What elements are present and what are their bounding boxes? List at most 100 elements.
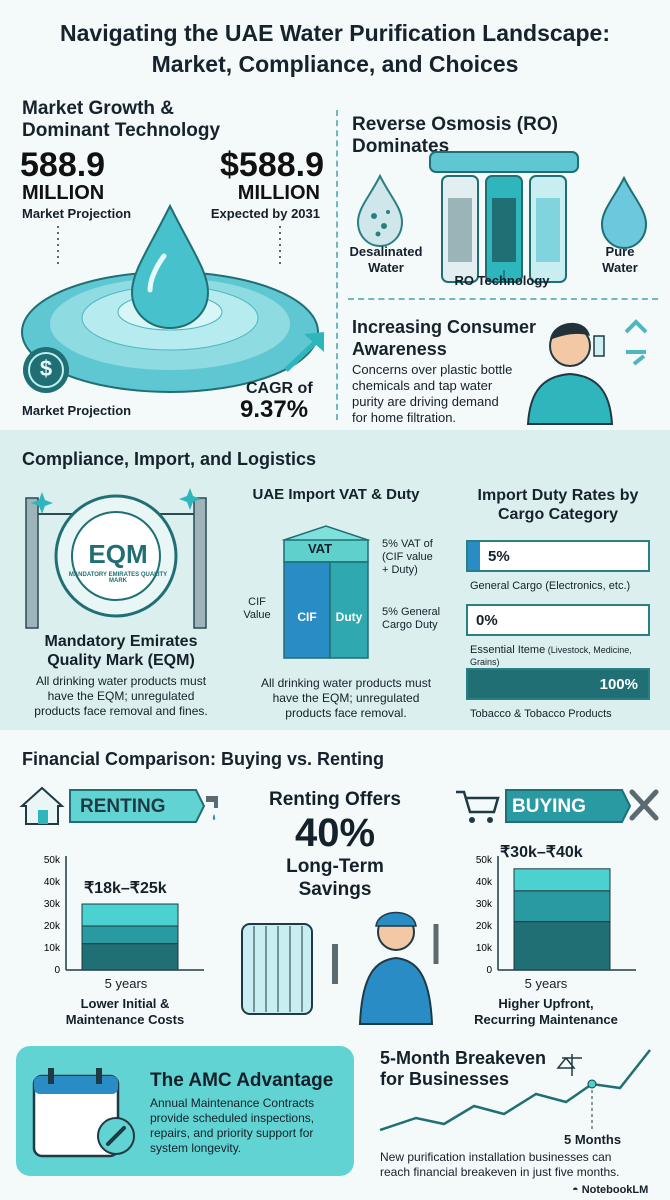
renting-chart-tick-30k: 30k xyxy=(44,899,61,910)
renting-range: ₹18k–₹25k xyxy=(84,880,167,897)
amc-line-1: Annual Maintenance Contracts xyxy=(150,1096,315,1110)
buying-cost-chart: 0 10k 20k 30k 40k 50k xyxy=(476,855,636,976)
notebooklm-logo-icon: ◓ xyxy=(572,1184,582,1196)
eqm-seal-icon xyxy=(25,488,207,629)
vat-cif-value-line-2: Value xyxy=(243,609,271,621)
eqm-ring-text: MANDATORY EMIRATES QUALITY MARK xyxy=(68,572,168,584)
duty-bar-general: 5% xyxy=(466,540,650,572)
amc-line-2: provide scheduled inspections, xyxy=(150,1111,315,1125)
renting-x-label: 5 years xyxy=(104,976,148,991)
financial-heading: Financial Comparison: Buying vs. Renting xyxy=(22,749,385,769)
ro-divider xyxy=(348,298,658,300)
buying-x-label: 5 years xyxy=(524,976,568,991)
awareness-line-1: Concerns over plastic bottle xyxy=(352,362,513,377)
calendar-wrench-icon xyxy=(32,1068,135,1158)
ro-right-label: Pure Water xyxy=(590,244,650,276)
title-line-2: Market, Compliance, and Choices xyxy=(151,51,519,77)
dollar-coin-icon xyxy=(23,347,69,393)
vat-note-2-line-2: Cargo Duty xyxy=(382,619,438,631)
market-left-caption: Market Projection xyxy=(22,206,132,221)
savings-line-1: Renting Offers xyxy=(269,789,401,810)
awareness-line-3: purity are driving demand xyxy=(352,394,499,409)
breakeven-heading-line-2: for Businesses xyxy=(380,1069,510,1089)
person-drinking-illustration xyxy=(526,319,648,425)
buying-range: ₹30k–₹40k xyxy=(500,844,583,861)
duty-bar-tobacco-fill xyxy=(468,670,648,698)
breakeven-marker: 5 Months xyxy=(564,1132,622,1147)
vat-cif-value-line-1: CIF xyxy=(248,596,266,608)
vat-desc-line-3: products face removal. xyxy=(285,706,407,720)
ro-right-label-line-1: Pure xyxy=(605,244,635,259)
market-right-caption: Expected by 2031 xyxy=(210,206,320,221)
breakeven-heading: 5-Month Breakeven for Businesses xyxy=(380,1048,546,1090)
vat-desc-line-1: All drinking water products must xyxy=(260,676,432,690)
duty-bar-general-caption: General Cargo (Electronics, etc.) xyxy=(470,580,631,592)
renting-cost-chart: 0 10k 20k 30k 40k 50k xyxy=(44,855,204,976)
buying-chart-bar-segment-2 xyxy=(513,868,611,892)
buying-chart-tick-0: 0 xyxy=(486,965,492,976)
market-heading-line-1: Market Growth & xyxy=(22,98,175,119)
vat-duty-label: Duty xyxy=(335,610,363,624)
duty-bar-general-marker xyxy=(468,542,480,570)
footer-brand: ◓ NotebookLM xyxy=(572,1184,648,1196)
market-left-unit: MILLION xyxy=(22,182,105,204)
awareness-line-2: chemicals and tap water xyxy=(352,378,493,393)
market-right-unit: MILLION xyxy=(237,182,320,204)
ro-heading: Reverse Osmosis (RO) Dominates xyxy=(352,114,558,157)
ro-filter-illustration xyxy=(356,151,648,283)
eqm-title-line-2: Quality Mark (EQM) xyxy=(47,652,195,669)
buying-chart-tick-50k: 50k xyxy=(476,855,493,866)
buying-caption-line-2: Recurring Maintenance xyxy=(474,1012,618,1027)
duty-heading-line-1: Import Duty Rates by xyxy=(477,487,639,504)
vat-note-1-line-2: (CIF value xyxy=(382,551,433,563)
market-right-value: $588.9 xyxy=(220,146,324,184)
cagr-value: 9.37% xyxy=(240,396,309,423)
ro-left-label-line-2: Water xyxy=(368,260,404,275)
awareness-line-4: for home filtration. xyxy=(352,410,457,425)
section-divider xyxy=(336,110,338,420)
savings-line-3: Long-Term xyxy=(286,856,384,877)
eqm-desc-line-3: products face removal and fines. xyxy=(34,704,208,718)
buying-badge-graphic xyxy=(456,789,659,823)
duty-bar-essential: 0% xyxy=(466,604,650,636)
amc-line-3: repairs, and priority support for xyxy=(150,1126,314,1140)
vat-cif-value-label: CIF Value xyxy=(236,596,278,622)
duty-bar-essential-caption-sub: (Livestock, Medicine, Grains) xyxy=(470,645,632,667)
buying-chart-bar-segment-1 xyxy=(513,890,611,923)
ro-right-label-line-2: Water xyxy=(602,260,638,275)
breakeven-line-1: New purification installation businesses… xyxy=(380,1150,612,1164)
duty-bar-essential-caption-main: Essential Iteme xyxy=(470,644,546,656)
vat-note-1-line-3: + Duty) xyxy=(382,564,418,576)
vat-top-label: VAT xyxy=(307,541,333,556)
renting-chart-tick-40k: 40k xyxy=(44,877,61,888)
buying-chart-tick-30k: 30k xyxy=(476,899,493,910)
renting-chart-bar-segment-0 xyxy=(81,943,179,971)
savings-line-4: Savings xyxy=(298,879,372,900)
title-line-1: Navigating the UAE Water Purification La… xyxy=(60,20,610,46)
duty-bar-tobacco: 100% xyxy=(466,668,650,700)
footer-brand-text: NotebookLM xyxy=(581,1184,649,1196)
renting-chart-tick-0: 0 xyxy=(54,965,60,976)
compliance-heading: Compliance, Import, and Logistics xyxy=(22,449,317,469)
buying-caption-line-1: Higher Upfront, xyxy=(498,996,594,1011)
growth-arrow-icon xyxy=(284,332,324,372)
vat-heading: UAE Import VAT & Duty xyxy=(252,486,420,503)
duty-bar-essential-caption: Essential Iteme (Livestock, Medicine, Gr… xyxy=(470,644,660,668)
duty-bar-tobacco-value: 100% xyxy=(599,676,638,693)
vat-description: All drinking water products must have th… xyxy=(236,676,456,721)
buying-chart-tick-10k: 10k xyxy=(476,943,493,954)
amc-heading: The AMC Advantage xyxy=(150,1070,334,1091)
breakeven-description: New purification installation businesses… xyxy=(380,1150,665,1180)
market-left-value: 588.9 xyxy=(20,146,106,184)
technician-illustration xyxy=(241,911,439,1025)
renting-caption-line-2: Maintenance Costs xyxy=(65,1012,185,1027)
renting-savings-text: Renting Offers 40% Long-Term Savings xyxy=(232,788,438,901)
breakeven-line-2: reach financial breakeven in just five m… xyxy=(380,1165,620,1179)
duty-bar-general-value: 5% xyxy=(488,548,510,565)
vat-note-1-line-1: 5% VAT of xyxy=(382,538,433,550)
eqm-center-text: EQM xyxy=(88,539,148,569)
cagr-label: CAGR of xyxy=(246,380,313,397)
ro-center-label: RO Technology xyxy=(454,273,550,288)
duty-bar-tobacco-caption: Tobacco & Tobacco Products xyxy=(470,708,612,720)
buying-caption: Higher Upfront, Recurring Maintenance xyxy=(456,996,636,1028)
